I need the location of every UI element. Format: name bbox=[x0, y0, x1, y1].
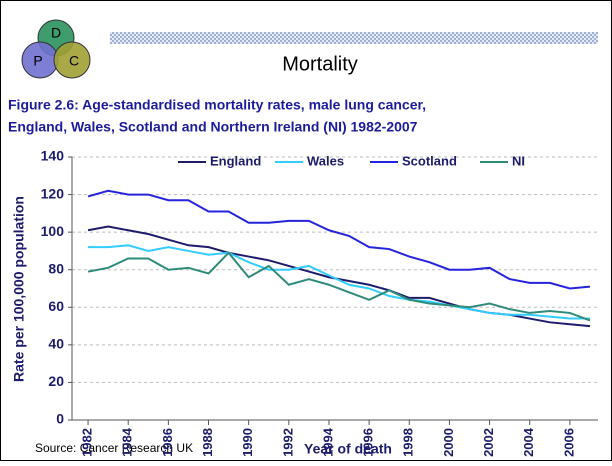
series-line bbox=[88, 244, 590, 320]
y-tick-label: 140 bbox=[41, 148, 65, 164]
x-tick-label: 1996 bbox=[361, 428, 376, 457]
figure-title: Figure 2.6: Age-standardised mortality r… bbox=[8, 97, 426, 113]
x-tick-label: 2006 bbox=[561, 428, 576, 457]
x-tick-label: 2000 bbox=[441, 428, 456, 457]
legend-label: Scotland bbox=[402, 153, 457, 168]
header-band bbox=[110, 32, 598, 44]
x-tick-label: 1984 bbox=[120, 427, 135, 457]
logo: D P C bbox=[21, 19, 91, 79]
y-tick-label: 80 bbox=[48, 260, 64, 276]
x-tick-label: 1998 bbox=[401, 428, 416, 457]
legend-label: NI bbox=[512, 153, 525, 168]
x-axis-label: Year of death bbox=[304, 441, 392, 457]
logo-circle bbox=[53, 41, 91, 79]
source: Source: Cancer Research UK bbox=[35, 441, 193, 455]
series-line bbox=[87, 189, 591, 290]
x-tick-label: 2002 bbox=[481, 428, 496, 457]
y-axis-label: Rate per 100,000 population bbox=[11, 196, 27, 382]
x-tick-label: 1992 bbox=[280, 428, 295, 457]
legend-label: Wales bbox=[307, 153, 344, 168]
y-tick-label: 0 bbox=[56, 411, 64, 427]
logo-letter: C bbox=[69, 53, 79, 69]
x-tick-label: 1982 bbox=[79, 428, 94, 457]
x-tick-label: 1988 bbox=[200, 428, 215, 457]
slide-title: Mortality bbox=[282, 53, 358, 75]
x-tick-label: 1986 bbox=[160, 428, 175, 457]
x-tick-label: 2004 bbox=[521, 427, 536, 457]
y-tick-label: 40 bbox=[48, 336, 64, 352]
y-tick-label: 120 bbox=[41, 185, 65, 201]
y-tick-label: 20 bbox=[48, 373, 64, 389]
series-line bbox=[87, 251, 591, 322]
y-tick-label: 100 bbox=[41, 223, 65, 239]
logo-letter: P bbox=[33, 53, 42, 69]
x-tick-label: 1990 bbox=[240, 428, 255, 457]
logo-letter: D bbox=[51, 25, 61, 41]
x-tick-label: 1994 bbox=[320, 427, 335, 457]
figure-title: England, Wales, Scotland and Northern Ir… bbox=[8, 119, 418, 135]
y-tick-label: 60 bbox=[48, 298, 64, 314]
legend-label: England bbox=[210, 153, 261, 168]
